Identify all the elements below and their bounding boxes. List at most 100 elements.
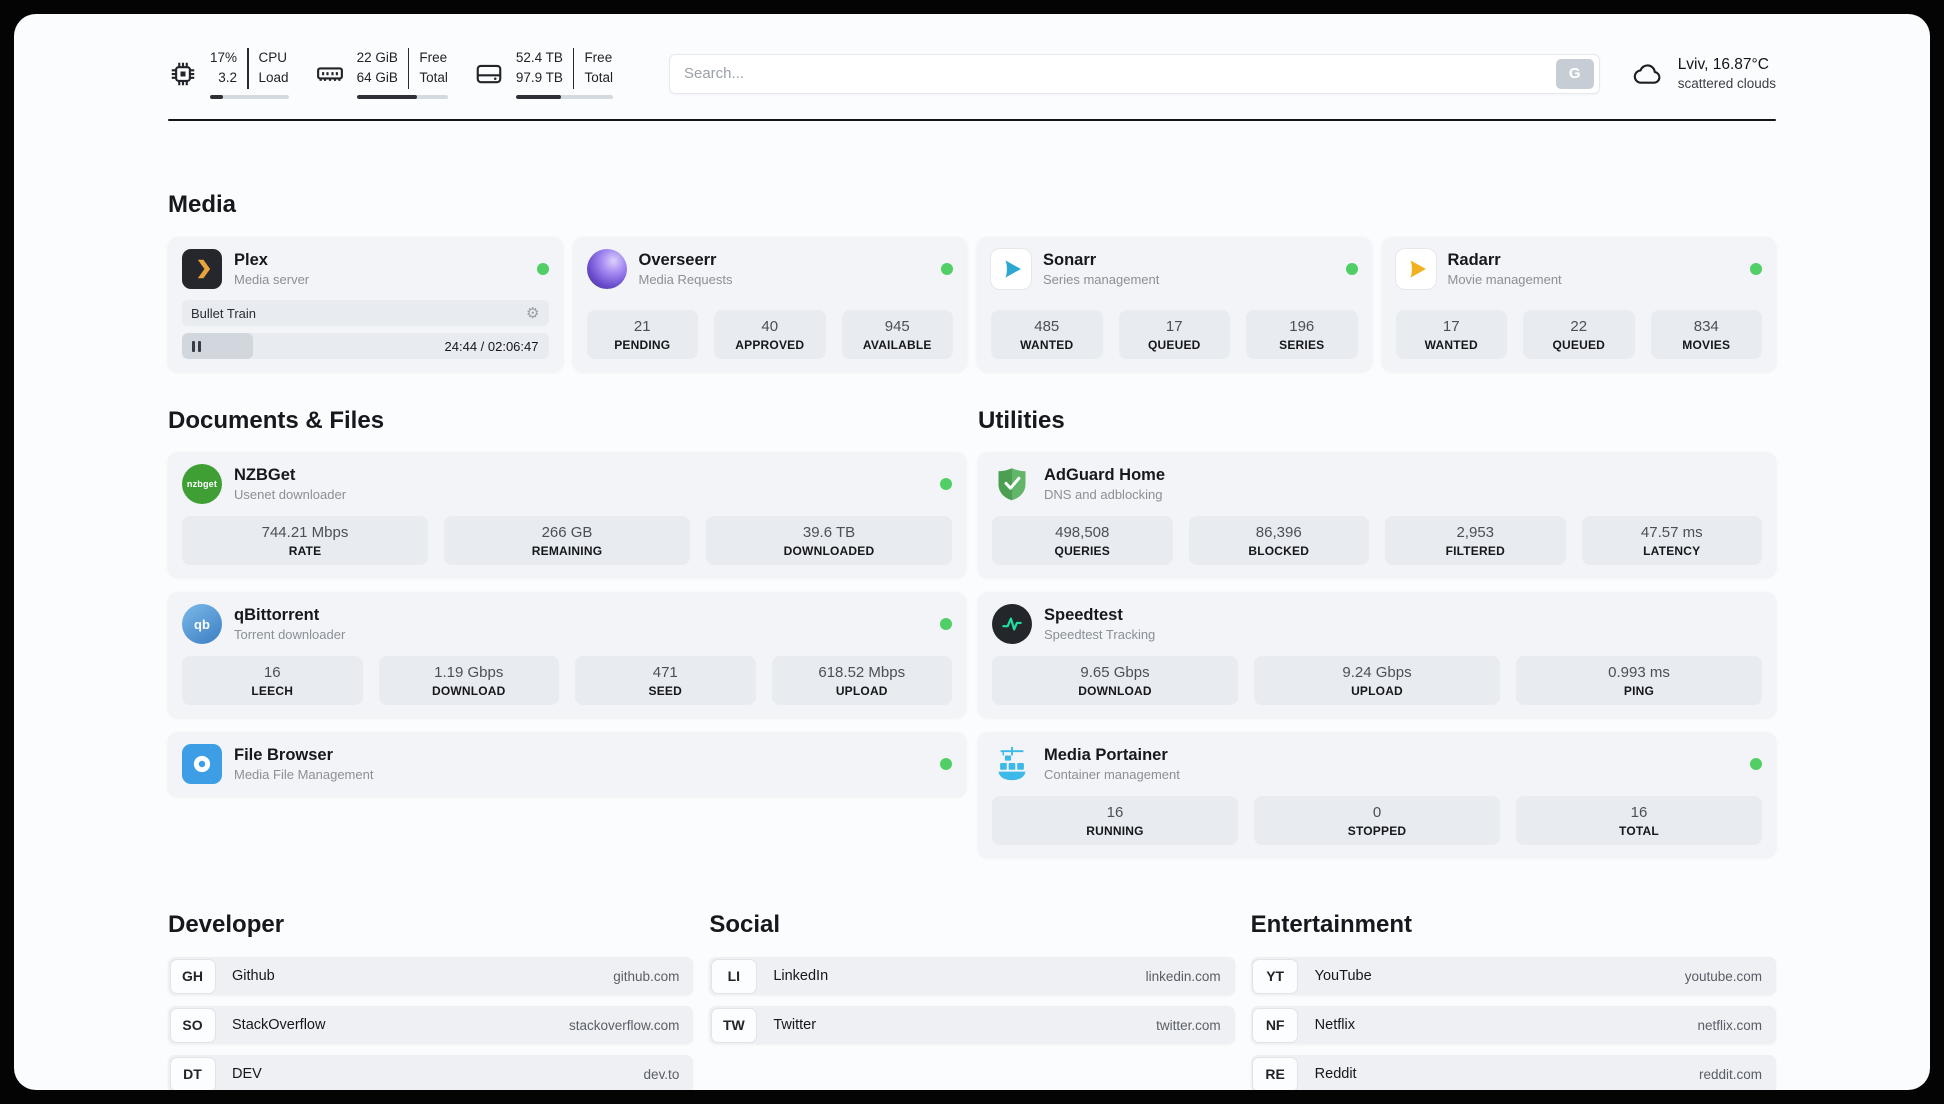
bookmark-url: twitter.com bbox=[1156, 1017, 1221, 1033]
app-card-portainer[interactable]: Media Portainer Container management 16 … bbox=[978, 732, 1776, 857]
bookmark-github[interactable]: GH Github github.com bbox=[168, 957, 694, 995]
stat-label: AVAILABLE bbox=[862, 338, 932, 352]
stat-value: 618.52 Mbps bbox=[818, 664, 906, 681]
app-card-nzbget[interactable]: nzbget NZBGet Usenet downloader 744.21 M… bbox=[168, 452, 966, 577]
cpu-label: CPU bbox=[258, 50, 288, 65]
dashboard-board: 17% 3.2 CPU Load bbox=[14, 14, 1930, 1090]
section-title-documents: Documents & Files bbox=[168, 407, 385, 434]
app-card-adguard[interactable]: AdGuard Home DNS and adblocking 498,508 … bbox=[978, 452, 1776, 577]
memory-usage-bar bbox=[356, 94, 448, 99]
stat-value: 39.6 TB bbox=[802, 524, 856, 541]
stat-box: 22 QUEUED bbox=[1523, 310, 1635, 359]
stat-box: 47.57 ms LATENCY bbox=[1581, 516, 1762, 565]
section-title-utilities: Utilities bbox=[978, 407, 1065, 434]
bookmark-name: Netflix bbox=[1314, 1017, 1355, 1033]
search-engine-button[interactable]: G bbox=[1555, 58, 1594, 89]
stat-box: 17 QUEUED bbox=[1118, 310, 1230, 359]
qbittorrent-icon: qb bbox=[182, 604, 222, 644]
bookmark-netflix[interactable]: NF Netflix netflix.com bbox=[1250, 1006, 1776, 1044]
pause-icon[interactable] bbox=[192, 340, 201, 352]
app-subtitle: Media File Management bbox=[234, 767, 374, 782]
search-input[interactable] bbox=[683, 65, 1556, 82]
app-card-sonarr[interactable]: Sonarr Series management 485 WANTED 17 Q… bbox=[977, 237, 1372, 371]
stat-value: 266 GB bbox=[541, 524, 593, 541]
now-playing-title: Bullet Train bbox=[191, 305, 257, 321]
stat-box: 1.19 Gbps DOWNLOAD bbox=[378, 656, 559, 705]
header-divider bbox=[168, 119, 1776, 121]
app-subtitle: Speedtest Tracking bbox=[1044, 627, 1156, 642]
bookmark-linkedin[interactable]: LI LinkedIn linkedin.com bbox=[709, 957, 1235, 995]
bookmarks-section: Developer GH Github github.com SO StackO… bbox=[168, 911, 1776, 1090]
stat-label: TOTAL bbox=[1619, 824, 1659, 838]
app-name: File Browser bbox=[234, 746, 334, 764]
storage-usage-bar bbox=[515, 94, 613, 99]
plex-now-playing: Bullet Train ⚙ 24:44 / 02:06:47 bbox=[182, 300, 549, 359]
app-card-overseerr[interactable]: Overseerr Media Requests 21 PENDING 40 A… bbox=[572, 237, 967, 371]
documents-column: Documents & Files nzbget NZBGet Usenet d… bbox=[168, 371, 966, 796]
stat-label: QUEUED bbox=[1147, 338, 1201, 352]
bookmark-stackoverflow[interactable]: SO StackOverflow stackoverflow.com bbox=[168, 1006, 694, 1044]
app-card-plex[interactable]: Plex Media server Bullet Train ⚙ 24:44 /… bbox=[168, 237, 563, 371]
metric-divider bbox=[572, 48, 575, 89]
gear-icon[interactable]: ⚙ bbox=[526, 304, 540, 322]
stat-value: 86,396 bbox=[1255, 524, 1302, 541]
bookmark-group-social: Social LI LinkedIn linkedin.com TW Twitt… bbox=[709, 911, 1235, 1090]
stat-box: 16 TOTAL bbox=[1516, 796, 1762, 845]
stat-value: 498,508 bbox=[1055, 524, 1110, 541]
stat-box: 86,396 BLOCKED bbox=[1188, 516, 1369, 565]
stat-box: 9.24 Gbps UPLOAD bbox=[1254, 656, 1500, 705]
memory-total-label: Total bbox=[419, 70, 448, 86]
storage-usage-fill bbox=[515, 94, 561, 99]
stat-label: UPLOAD bbox=[835, 684, 888, 698]
stat-box: 2,953 FILTERED bbox=[1385, 516, 1566, 565]
stat-box: 21 PENDING bbox=[586, 310, 698, 359]
memory-usage-fill bbox=[356, 94, 417, 99]
stat-box: 16 LEECH bbox=[182, 656, 363, 705]
bookmark-abbr: NF bbox=[1253, 1008, 1298, 1042]
app-card-filebrowser[interactable]: File Browser Media File Management bbox=[168, 732, 966, 796]
app-name: Overseerr bbox=[638, 251, 717, 269]
stat-value: 22 bbox=[1570, 318, 1588, 335]
stat-label: MOVIES bbox=[1682, 338, 1731, 352]
app-name: qBittorrent bbox=[234, 606, 320, 624]
sonarr-icon bbox=[991, 249, 1031, 289]
portainer-icon bbox=[992, 744, 1032, 784]
playback-progress-bar[interactable]: 24:44 / 02:06:47 bbox=[182, 333, 549, 359]
playback-time: 24:44 / 02:06:47 bbox=[444, 338, 539, 354]
stat-label: STOPPED bbox=[1347, 824, 1407, 838]
bookmark-twitter[interactable]: TW Twitter twitter.com bbox=[709, 1006, 1235, 1044]
weather-widget[interactable]: Lviv, 16.87°C scattered clouds bbox=[1630, 56, 1776, 91]
stat-label: RATE bbox=[288, 544, 322, 558]
app-card-radarr[interactable]: Radarr Movie management 17 WANTED 22 QUE… bbox=[1381, 237, 1776, 371]
storage-free-label: Free bbox=[584, 50, 613, 65]
app-subtitle: Media Requests bbox=[638, 272, 733, 287]
stat-box: 196 SERIES bbox=[1246, 310, 1358, 359]
cpu-usage-fill bbox=[210, 94, 224, 99]
stat-box: 0.993 ms PING bbox=[1516, 656, 1762, 705]
bookmark-abbr: TW bbox=[711, 1008, 756, 1042]
app-subtitle: Media server bbox=[234, 272, 310, 287]
app-subtitle: DNS and adblocking bbox=[1044, 487, 1163, 502]
storage-total-label: Total bbox=[584, 70, 613, 86]
bookmark-reddit[interactable]: RE Reddit reddit.com bbox=[1250, 1055, 1776, 1090]
stat-label: LEECH bbox=[251, 684, 294, 698]
cpu-usage-bar bbox=[210, 94, 289, 99]
stat-box: 40 APPROVED bbox=[714, 310, 826, 359]
bookmark-abbr: GH bbox=[170, 959, 215, 993]
bookmark-name: LinkedIn bbox=[773, 968, 829, 984]
bookmark-group-developer: Developer GH Github github.com SO StackO… bbox=[168, 911, 694, 1090]
status-dot bbox=[1750, 758, 1762, 770]
stat-box: 17 WANTED bbox=[1395, 310, 1507, 359]
stat-value: 16 bbox=[263, 664, 281, 681]
cpu-icon bbox=[168, 59, 198, 89]
section-title-media: Media bbox=[168, 191, 237, 218]
radarr-icon bbox=[1395, 249, 1436, 289]
stat-value: 945 bbox=[884, 318, 910, 335]
bookmark-dev[interactable]: DT DEV dev.to bbox=[168, 1055, 694, 1090]
stat-value: 47.57 ms bbox=[1640, 524, 1703, 541]
app-card-speedtest[interactable]: Speedtest Speedtest Tracking 9.65 Gbps D… bbox=[978, 592, 1776, 717]
app-card-qbittorrent[interactable]: qb qBittorrent Torrent downloader 16 LEE… bbox=[168, 592, 966, 717]
bookmark-youtube[interactable]: YT YouTube youtube.com bbox=[1250, 957, 1776, 995]
weather-condition: scattered clouds bbox=[1677, 76, 1776, 91]
stat-box: 266 GB REMAINING bbox=[444, 516, 690, 565]
